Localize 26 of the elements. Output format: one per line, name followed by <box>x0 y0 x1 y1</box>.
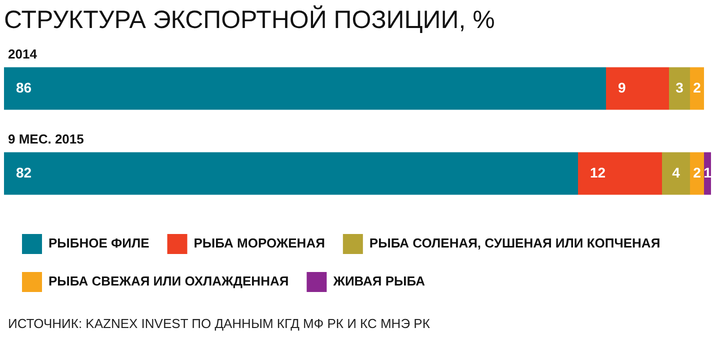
data-label: 2 <box>693 79 702 96</box>
data-label: 2 <box>693 164 702 180</box>
legend-label: РЫБА СОЛЕНАЯ, СУШЕНАЯ ИЛИ КОПЧЕНАЯ <box>369 236 660 251</box>
data-label: 12 <box>590 164 606 180</box>
data-label: 9 <box>618 79 626 96</box>
data-label: 86 <box>16 79 32 96</box>
bar <box>690 152 704 195</box>
data-label: 1 <box>704 164 712 180</box>
data-label: 4 <box>672 164 680 180</box>
bar <box>578 152 662 195</box>
bar <box>4 152 578 195</box>
bar <box>690 67 704 110</box>
text: ИСТОЧНИК: KAZNEX INVEST ПО ДАННЫМ КГД МФ РК И КС МНЭ РК <box>8 316 430 331</box>
legend-label: ЖИВАЯ РЫБА <box>332 274 426 289</box>
legend-label: РЫБА МОРОЖЕНАЯ <box>194 236 325 251</box>
bar <box>669 67 690 110</box>
legend-label: РЫБНОЕ ФИЛЕ <box>48 236 150 251</box>
bar <box>662 152 690 195</box>
legend-label: РЫБА СВЕЖАЯ ИЛИ ОХЛАЖДЕННАЯ <box>48 274 289 289</box>
chart-title: СТРУКТУРА ЭКСПОРТНОЙ ПОЗИЦИИ, % <box>4 4 495 34</box>
bar <box>606 67 669 110</box>
data-label: 82 <box>16 164 32 180</box>
bar <box>4 67 606 110</box>
y-tick-label: 9 МЕС. 2015 <box>8 131 84 146</box>
data-label: 3 <box>676 79 684 96</box>
y-tick-label: 2014 <box>8 46 38 62</box>
